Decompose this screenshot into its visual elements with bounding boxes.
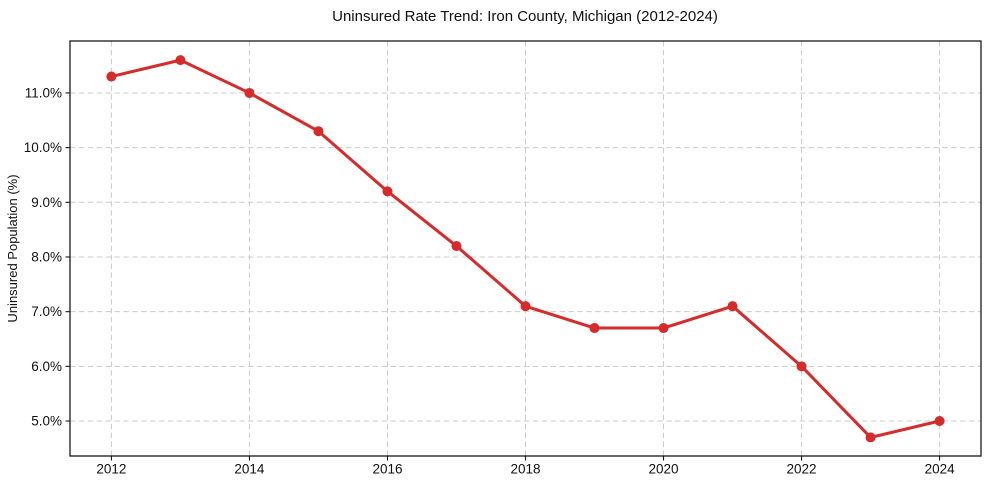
data-point-marker	[589, 323, 600, 334]
y-tick-label: 5.0%	[31, 414, 62, 429]
chart-title: Uninsured Rate Trend: Iron County, Michi…	[332, 8, 718, 25]
data-point-marker	[244, 87, 255, 98]
data-point-marker	[865, 432, 876, 443]
x-tick-label: 2016	[372, 462, 402, 477]
y-tick-label: 10.0%	[24, 140, 62, 155]
data-point-marker	[520, 301, 531, 312]
series-layer	[106, 55, 945, 443]
x-tick-label: 2014	[234, 462, 265, 477]
data-point-marker	[106, 71, 117, 82]
x-tick-label: 2020	[649, 462, 679, 477]
x-tick-label: 2022	[787, 462, 817, 477]
y-tick-label: 9.0%	[31, 195, 62, 210]
y-axis-title: Uninsured Population (%)	[5, 174, 20, 322]
data-point-marker	[727, 301, 738, 312]
y-tick-label: 6.0%	[31, 359, 62, 374]
data-point-marker	[313, 126, 324, 137]
y-tick-label: 7.0%	[31, 304, 62, 319]
y-tick-label: 8.0%	[31, 249, 62, 264]
data-point-marker	[796, 361, 807, 372]
data-point-marker	[175, 55, 186, 66]
data-point-marker	[934, 416, 945, 427]
grid-layer	[70, 41, 981, 456]
data-point-marker	[451, 241, 462, 252]
x-tick-label: 2012	[96, 462, 126, 477]
x-tick-label: 2024	[925, 462, 956, 477]
y-tick-label: 11.0%	[25, 85, 62, 100]
data-point-marker	[658, 323, 669, 334]
data-point-marker	[382, 186, 393, 197]
axis-layer: 2012 2014 2016 2018 2020 2022 2024 5.0% 6.0% 7.0%…	[24, 40, 982, 477]
x-tick-label: 2018	[510, 462, 540, 477]
